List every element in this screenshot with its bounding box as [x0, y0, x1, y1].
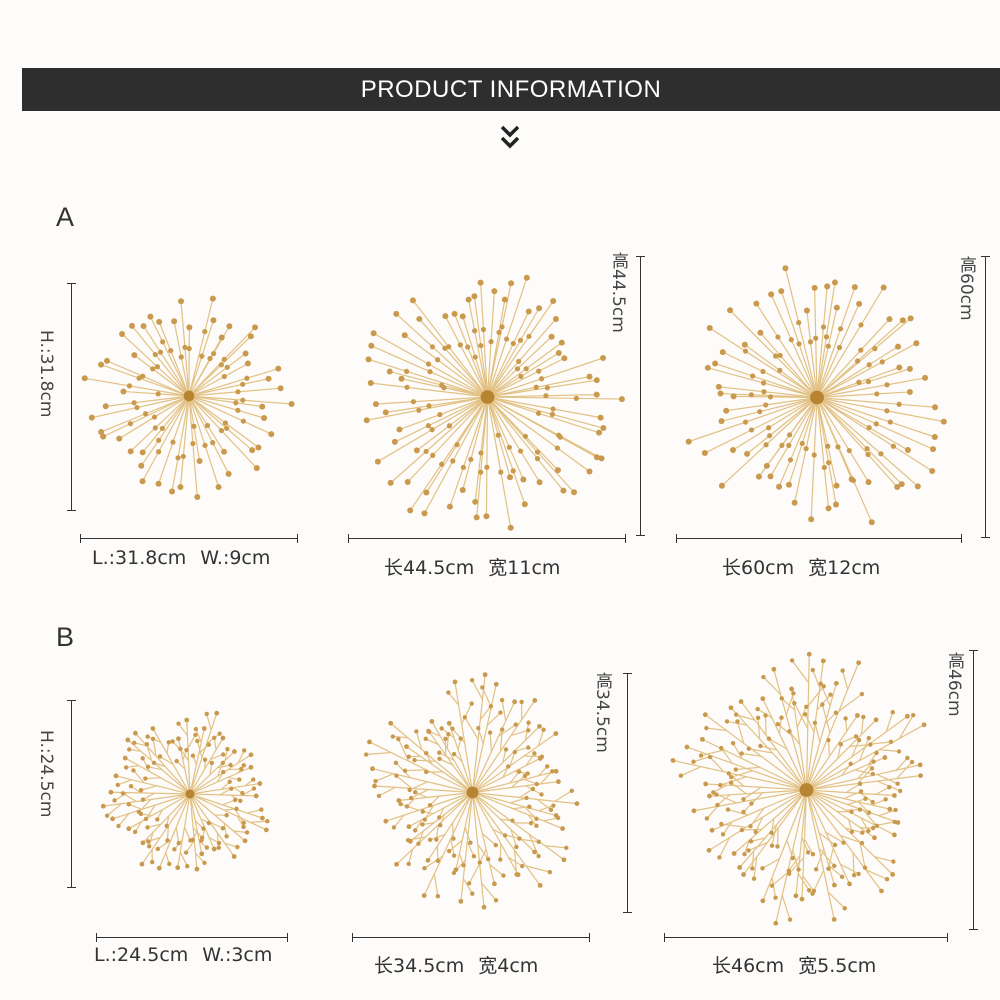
height-label-b1: H.:24.5cm: [36, 730, 56, 818]
product-image-a2: [363, 274, 625, 531]
length-label-a2: 长44.5cm: [384, 557, 475, 579]
product-image-a1: [81, 295, 295, 500]
length-label-a3: 长60cm: [722, 557, 795, 579]
product-image-b3: [670, 651, 927, 926]
height-label-b3: 高46cm: [944, 652, 964, 717]
length-label-b3: 长46cm: [712, 955, 785, 977]
double-chevron-down-icon: [500, 125, 520, 149]
height-label-a2: 高44.5cm: [608, 252, 628, 333]
height-line-a2: [636, 256, 645, 536]
dimension-label-a3: 长60cm 宽12cm: [722, 553, 880, 580]
width-label-b2: 宽4cm: [478, 955, 539, 977]
height-line-b3: [969, 650, 978, 930]
width-label-b1: W.:3cm: [202, 944, 273, 966]
dimension-label-b1: L.:24.5cm W.:3cm: [94, 944, 272, 966]
banner-title: PRODUCT INFORMATION: [360, 75, 662, 103]
length-line-a1: [80, 534, 298, 543]
width-label-a1: W.:9cm: [200, 547, 271, 569]
height-label-b2: 高34.5cm: [592, 672, 612, 753]
height-line-b2: [623, 673, 632, 913]
length-line-a2: [348, 534, 626, 543]
height-line-b1: [67, 700, 76, 888]
length-line-a3: [676, 534, 962, 543]
row-label-a: A: [56, 202, 75, 232]
height-line-a3: [981, 256, 990, 538]
product-image-b2: [363, 672, 580, 910]
length-line-b2: [352, 933, 590, 942]
dimension-label-b3: 长46cm 宽5.5cm: [712, 951, 876, 978]
dimension-label-a2: 长44.5cm 宽11cm: [384, 553, 560, 580]
height-label-a1: H.:31.8cm: [36, 330, 56, 418]
height-line-a1: [67, 283, 76, 511]
height-label-a3: 高60cm: [956, 256, 976, 321]
width-label-a2: 宽11cm: [488, 557, 561, 579]
length-label-b1: L.:24.5cm: [94, 944, 189, 966]
product-image-b1: [100, 710, 270, 872]
length-line-b1: [96, 933, 288, 942]
product-information-banner: PRODUCT INFORMATION: [22, 68, 1000, 111]
length-line-b3: [664, 933, 948, 942]
dimension-label-b2: 长34.5cm 宽4cm: [374, 951, 538, 978]
width-label-b3: 宽5.5cm: [798, 955, 877, 977]
dimension-label-a1: L.:31.8cm W.:9cm: [92, 547, 270, 569]
length-label-a1: L.:31.8cm: [92, 547, 187, 569]
product-image-a3: [685, 265, 947, 526]
row-label-b: B: [56, 622, 75, 652]
length-label-b2: 长34.5cm: [374, 955, 465, 977]
width-label-a3: 宽12cm: [808, 557, 881, 579]
